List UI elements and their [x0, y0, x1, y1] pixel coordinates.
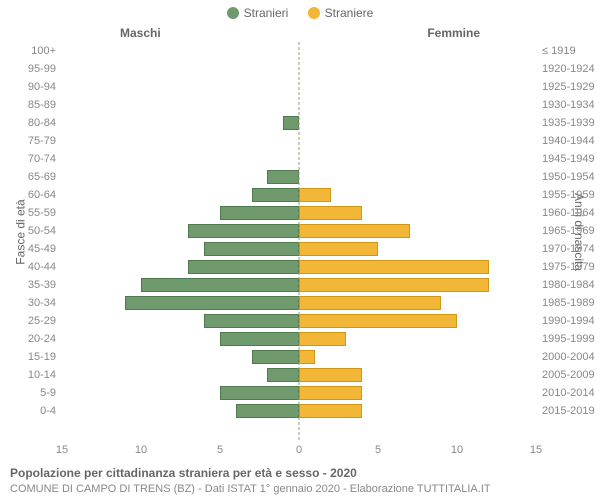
year-label: 1995-1999: [536, 334, 595, 345]
bar-male: [141, 278, 299, 292]
bar-female: [299, 188, 331, 202]
year-label: 1945-1949: [536, 154, 595, 165]
age-label: 10-14: [28, 370, 62, 381]
bar-male: [188, 224, 299, 238]
year-label: 2010-2014: [536, 388, 595, 399]
legend-item-male: Stranieri: [227, 6, 289, 20]
bar-female: [299, 224, 410, 238]
year-label: 1925-1929: [536, 82, 595, 93]
year-label: 1980-1984: [536, 280, 595, 291]
year-label: 1950-1954: [536, 172, 595, 183]
age-label: 90-94: [28, 82, 62, 93]
legend-swatch-male: [227, 7, 239, 19]
year-label: 1920-1924: [536, 64, 595, 75]
x-tick: 15: [530, 444, 542, 456]
x-tick: 10: [135, 444, 147, 456]
legend-swatch-female: [308, 7, 320, 19]
x-tick: 0: [296, 444, 302, 456]
age-label: 25-29: [28, 316, 62, 327]
bar-female: [299, 278, 489, 292]
population-pyramid-chart: Stranieri Straniere Maschi Femmine Fasce…: [0, 0, 600, 500]
age-label: 5-9: [40, 388, 62, 399]
year-label: 1975-1979: [536, 262, 595, 273]
column-title-male: Maschi: [120, 26, 161, 40]
age-label: 55-59: [28, 208, 62, 219]
x-tick: 15: [56, 444, 68, 456]
bar-female: [299, 350, 315, 364]
legend: Stranieri Straniere: [0, 6, 600, 22]
age-label: 0-4: [40, 406, 62, 417]
bar-female: [299, 314, 457, 328]
bar-male: [252, 350, 299, 364]
age-label: 60-64: [28, 190, 62, 201]
year-label: ≤ 1919: [536, 46, 576, 57]
year-label: 1970-1974: [536, 244, 595, 255]
caption-subtitle: COMUNE DI CAMPO DI TRENS (BZ) - Dati IST…: [10, 483, 491, 495]
legend-item-female: Straniere: [308, 6, 374, 20]
bar-female: [299, 404, 362, 418]
bar-male: [204, 314, 299, 328]
bar-male: [267, 170, 299, 184]
legend-label-male: Stranieri: [244, 6, 289, 20]
year-label: 2005-2009: [536, 370, 595, 381]
year-label: 1930-1934: [536, 100, 595, 111]
x-tick: 5: [217, 444, 223, 456]
bar-female: [299, 206, 362, 220]
bar-female: [299, 242, 378, 256]
age-label: 35-39: [28, 280, 62, 291]
year-label: 2000-2004: [536, 352, 595, 363]
age-label: 15-19: [28, 352, 62, 363]
bar-male: [204, 242, 299, 256]
age-label: 75-79: [28, 136, 62, 147]
plot-area: 100+≤ 191995-991920-192490-941925-192985…: [62, 42, 536, 440]
bar-female: [299, 368, 362, 382]
age-label: 45-49: [28, 244, 62, 255]
age-label: 30-34: [28, 298, 62, 309]
bar-female: [299, 296, 441, 310]
column-title-female: Femmine: [427, 26, 480, 40]
bar-male: [267, 368, 299, 382]
age-label: 100+: [31, 46, 62, 57]
year-label: 1935-1939: [536, 118, 595, 129]
year-label: 1940-1944: [536, 136, 595, 147]
bar-male: [220, 332, 299, 346]
bar-female: [299, 260, 489, 274]
age-label: 20-24: [28, 334, 62, 345]
bar-male: [283, 116, 299, 130]
year-label: 2015-2019: [536, 406, 595, 417]
center-line: [299, 42, 300, 440]
age-label: 85-89: [28, 100, 62, 111]
legend-label-female: Straniere: [325, 6, 374, 20]
bar-male: [220, 206, 299, 220]
year-label: 1955-1959: [536, 190, 595, 201]
age-label: 50-54: [28, 226, 62, 237]
bar-male: [252, 188, 299, 202]
x-tick: 10: [451, 444, 463, 456]
year-label: 1990-1994: [536, 316, 595, 327]
x-tick: 5: [375, 444, 381, 456]
bar-male: [220, 386, 299, 400]
age-label: 95-99: [28, 64, 62, 75]
year-label: 1965-1969: [536, 226, 595, 237]
caption-title: Popolazione per cittadinanza straniera p…: [10, 466, 357, 480]
age-label: 40-44: [28, 262, 62, 273]
bar-male: [188, 260, 299, 274]
bar-female: [299, 332, 346, 346]
year-label: 1960-1964: [536, 208, 595, 219]
y-axis-label-left: Fasce di età: [14, 199, 28, 264]
bar-male: [125, 296, 299, 310]
bar-female: [299, 386, 362, 400]
age-label: 70-74: [28, 154, 62, 165]
year-label: 1985-1989: [536, 298, 595, 309]
bar-male: [236, 404, 299, 418]
age-label: 65-69: [28, 172, 62, 183]
age-label: 80-84: [28, 118, 62, 129]
